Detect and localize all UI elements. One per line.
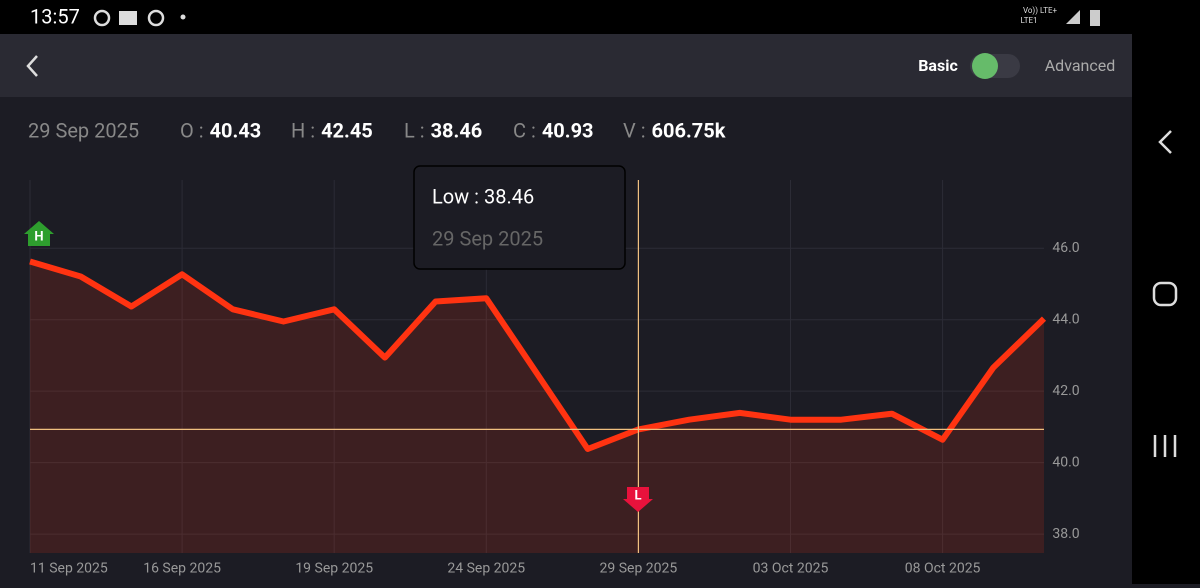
ohlc-value: 38.46 [431,118,483,142]
nav-back[interactable] [1158,130,1172,154]
tooltip [413,165,626,270]
ohlc-label: C : [513,118,536,142]
ohlc-value: 606.75k [652,118,726,142]
low-marker [623,487,653,512]
x-tick-label: 08 Oct 2025 [905,561,981,577]
x-tick-label: 19 Sep 2025 [295,561,373,577]
tooltip-text: Low : 38.46 [432,184,534,208]
toggle-knob[interactable] [972,53,998,79]
ohlc-label: L : [404,118,425,142]
ohlc-label: O : [180,118,204,142]
x-tick-label: 16 Sep 2025 [143,561,221,577]
area [30,261,1044,553]
low-marker-label: L [634,488,641,503]
x-tick-label: 29 Sep 2025 [600,561,678,577]
status-bar [0,0,1200,34]
status-icon [147,9,165,27]
status-icon [93,9,111,27]
y-tick-label: 42.0 [1052,383,1079,399]
network-label: Vo)) LTE+ [1023,6,1058,15]
tooltip-date: 29 Sep 2025 [432,226,543,250]
battery-icon [1090,10,1100,26]
y-tick-label: 40.0 [1052,454,1079,470]
ohlc-value: 40.93 [542,118,594,142]
back-button[interactable] [26,55,38,77]
y-tick-label: 44.0 [1052,311,1079,327]
advanced-label[interactable]: Advanced [1045,56,1116,75]
clock: 13:57 [30,4,80,28]
ohlc-label: V : [623,118,646,142]
x-tick-label: 24 Sep 2025 [447,561,525,577]
high-marker [24,221,54,246]
nav-recent[interactable] [1153,435,1177,457]
status-dot [180,14,186,20]
nav-home[interactable] [1152,281,1178,307]
status-icon [119,11,137,25]
x-tick-label: 11 Sep 2025 [30,561,108,577]
network-label: LTE1 [1020,16,1037,25]
y-tick-label: 38.0 [1052,526,1079,542]
nav-bar [1132,34,1200,584]
line [29,258,1047,452]
ohlc-value: 42.45 [321,118,373,142]
basic-label[interactable]: Basic [918,56,958,75]
ohlc-value: 40.43 [210,118,262,142]
y-tick-label: 46.0 [1052,240,1079,256]
high-marker-label: H [34,229,43,244]
signal-icon [1066,10,1080,24]
ohlc-label: H : [291,118,315,142]
x-tick-label: 03 Oct 2025 [753,561,829,577]
header [0,34,1132,97]
ohlc-date: 29 Sep 2025 [28,118,139,142]
